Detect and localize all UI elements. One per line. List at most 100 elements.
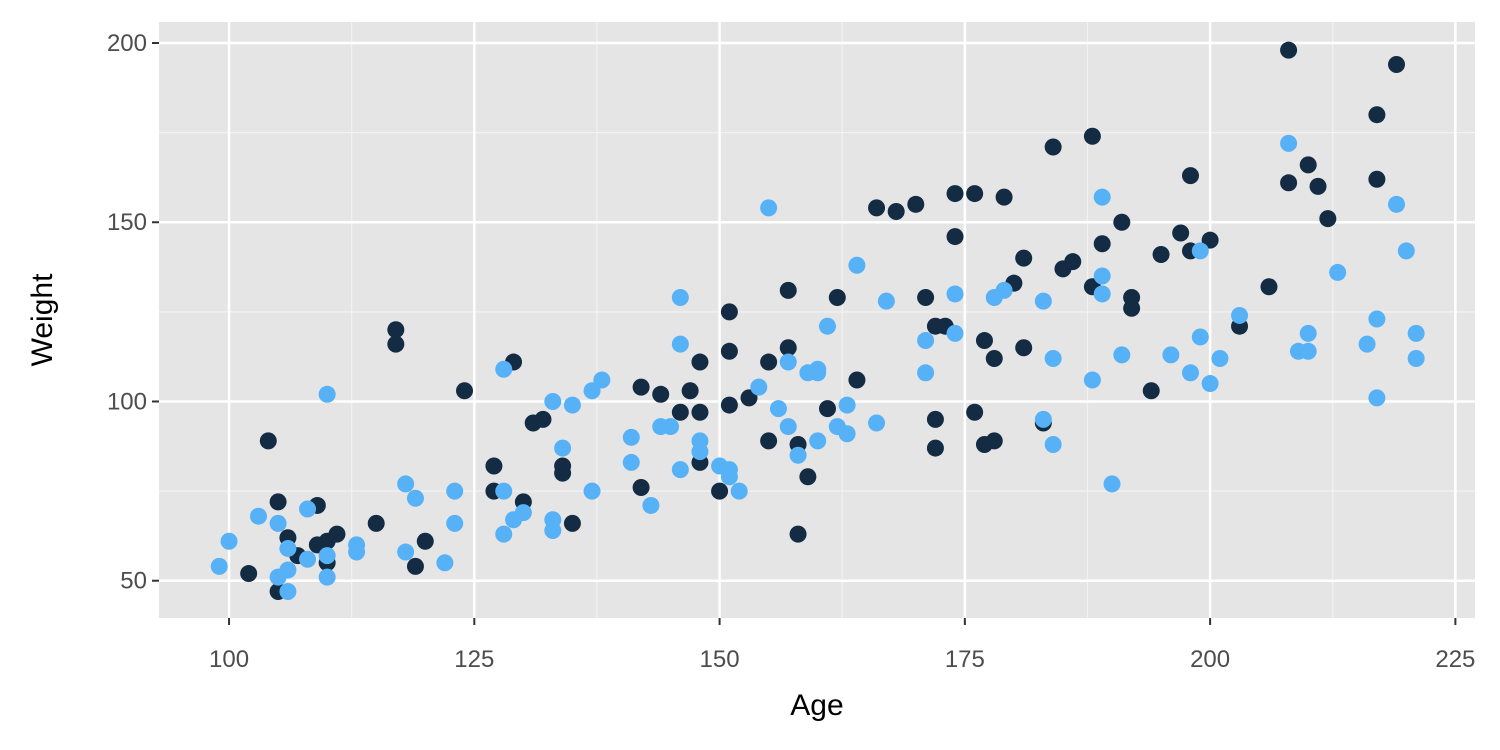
y-tick-label: 200 xyxy=(107,30,147,57)
point xyxy=(868,414,886,432)
point xyxy=(966,185,984,203)
point xyxy=(348,543,366,561)
point xyxy=(1044,349,1062,367)
point xyxy=(1260,278,1278,296)
point xyxy=(1103,475,1121,493)
point xyxy=(299,550,317,568)
point xyxy=(1368,170,1386,188)
point xyxy=(632,479,650,497)
point xyxy=(848,371,866,389)
point xyxy=(985,349,1003,367)
x-tick-label: 100 xyxy=(209,646,249,673)
point xyxy=(691,353,709,371)
point xyxy=(691,443,709,461)
point xyxy=(554,439,572,457)
point xyxy=(828,418,846,436)
x-tick-label: 175 xyxy=(945,646,985,673)
point xyxy=(397,543,415,561)
point xyxy=(926,410,944,428)
point xyxy=(671,335,689,353)
point xyxy=(720,342,738,360)
point xyxy=(406,557,424,575)
point xyxy=(495,525,513,543)
point xyxy=(318,547,336,565)
point xyxy=(308,536,326,554)
point xyxy=(868,199,886,217)
point xyxy=(642,496,660,514)
point xyxy=(446,514,464,532)
point xyxy=(779,281,797,299)
point xyxy=(1142,382,1160,400)
x-tick-label: 200 xyxy=(1190,646,1230,673)
point xyxy=(505,511,523,529)
point xyxy=(1181,167,1199,185)
point xyxy=(1368,389,1386,407)
point xyxy=(1280,174,1298,192)
x-tick-label: 225 xyxy=(1435,646,1475,673)
point xyxy=(681,382,699,400)
point xyxy=(917,364,935,382)
point xyxy=(946,185,964,203)
point xyxy=(544,522,562,540)
point xyxy=(259,432,277,450)
point xyxy=(760,432,778,450)
point xyxy=(495,360,513,378)
point xyxy=(269,568,287,586)
point xyxy=(985,432,1003,450)
point xyxy=(249,507,267,525)
point xyxy=(966,403,984,421)
x-axis-title: Age xyxy=(790,689,843,722)
point xyxy=(779,353,797,371)
point xyxy=(622,453,640,471)
point xyxy=(760,353,778,371)
point xyxy=(210,557,228,575)
point xyxy=(299,500,317,518)
point xyxy=(1388,195,1406,213)
point xyxy=(622,428,640,446)
point xyxy=(387,321,405,339)
point xyxy=(583,482,601,500)
point xyxy=(318,568,336,586)
point xyxy=(544,392,562,410)
point xyxy=(711,482,729,500)
y-tick-label: 50 xyxy=(120,568,147,595)
y-tick-label: 150 xyxy=(107,209,147,236)
y-axis-title: Weight xyxy=(26,273,59,366)
point xyxy=(1015,339,1033,357)
point xyxy=(760,199,778,217)
point xyxy=(1201,375,1219,393)
point xyxy=(1201,231,1219,249)
point xyxy=(583,382,601,400)
point xyxy=(946,324,964,342)
point xyxy=(671,289,689,307)
point xyxy=(1162,346,1180,364)
point xyxy=(799,364,817,382)
point xyxy=(279,539,297,557)
point xyxy=(1152,246,1170,264)
point xyxy=(387,335,405,353)
point xyxy=(1083,127,1101,145)
point xyxy=(269,493,287,511)
point xyxy=(946,285,964,303)
point xyxy=(318,385,336,403)
point xyxy=(436,554,454,572)
point xyxy=(769,400,787,418)
point xyxy=(1191,242,1209,260)
point xyxy=(789,525,807,543)
point xyxy=(1093,235,1111,253)
point xyxy=(1034,410,1052,428)
point xyxy=(1280,134,1298,152)
point xyxy=(456,382,474,400)
y-tick-label: 100 xyxy=(107,388,147,415)
point xyxy=(416,532,434,550)
point xyxy=(1113,346,1131,364)
point xyxy=(446,482,464,500)
point xyxy=(406,489,424,507)
point xyxy=(720,396,738,414)
point xyxy=(779,418,797,436)
point xyxy=(1280,41,1298,59)
point xyxy=(652,418,670,436)
point xyxy=(887,202,905,220)
point xyxy=(1299,156,1317,174)
point xyxy=(1368,106,1386,124)
